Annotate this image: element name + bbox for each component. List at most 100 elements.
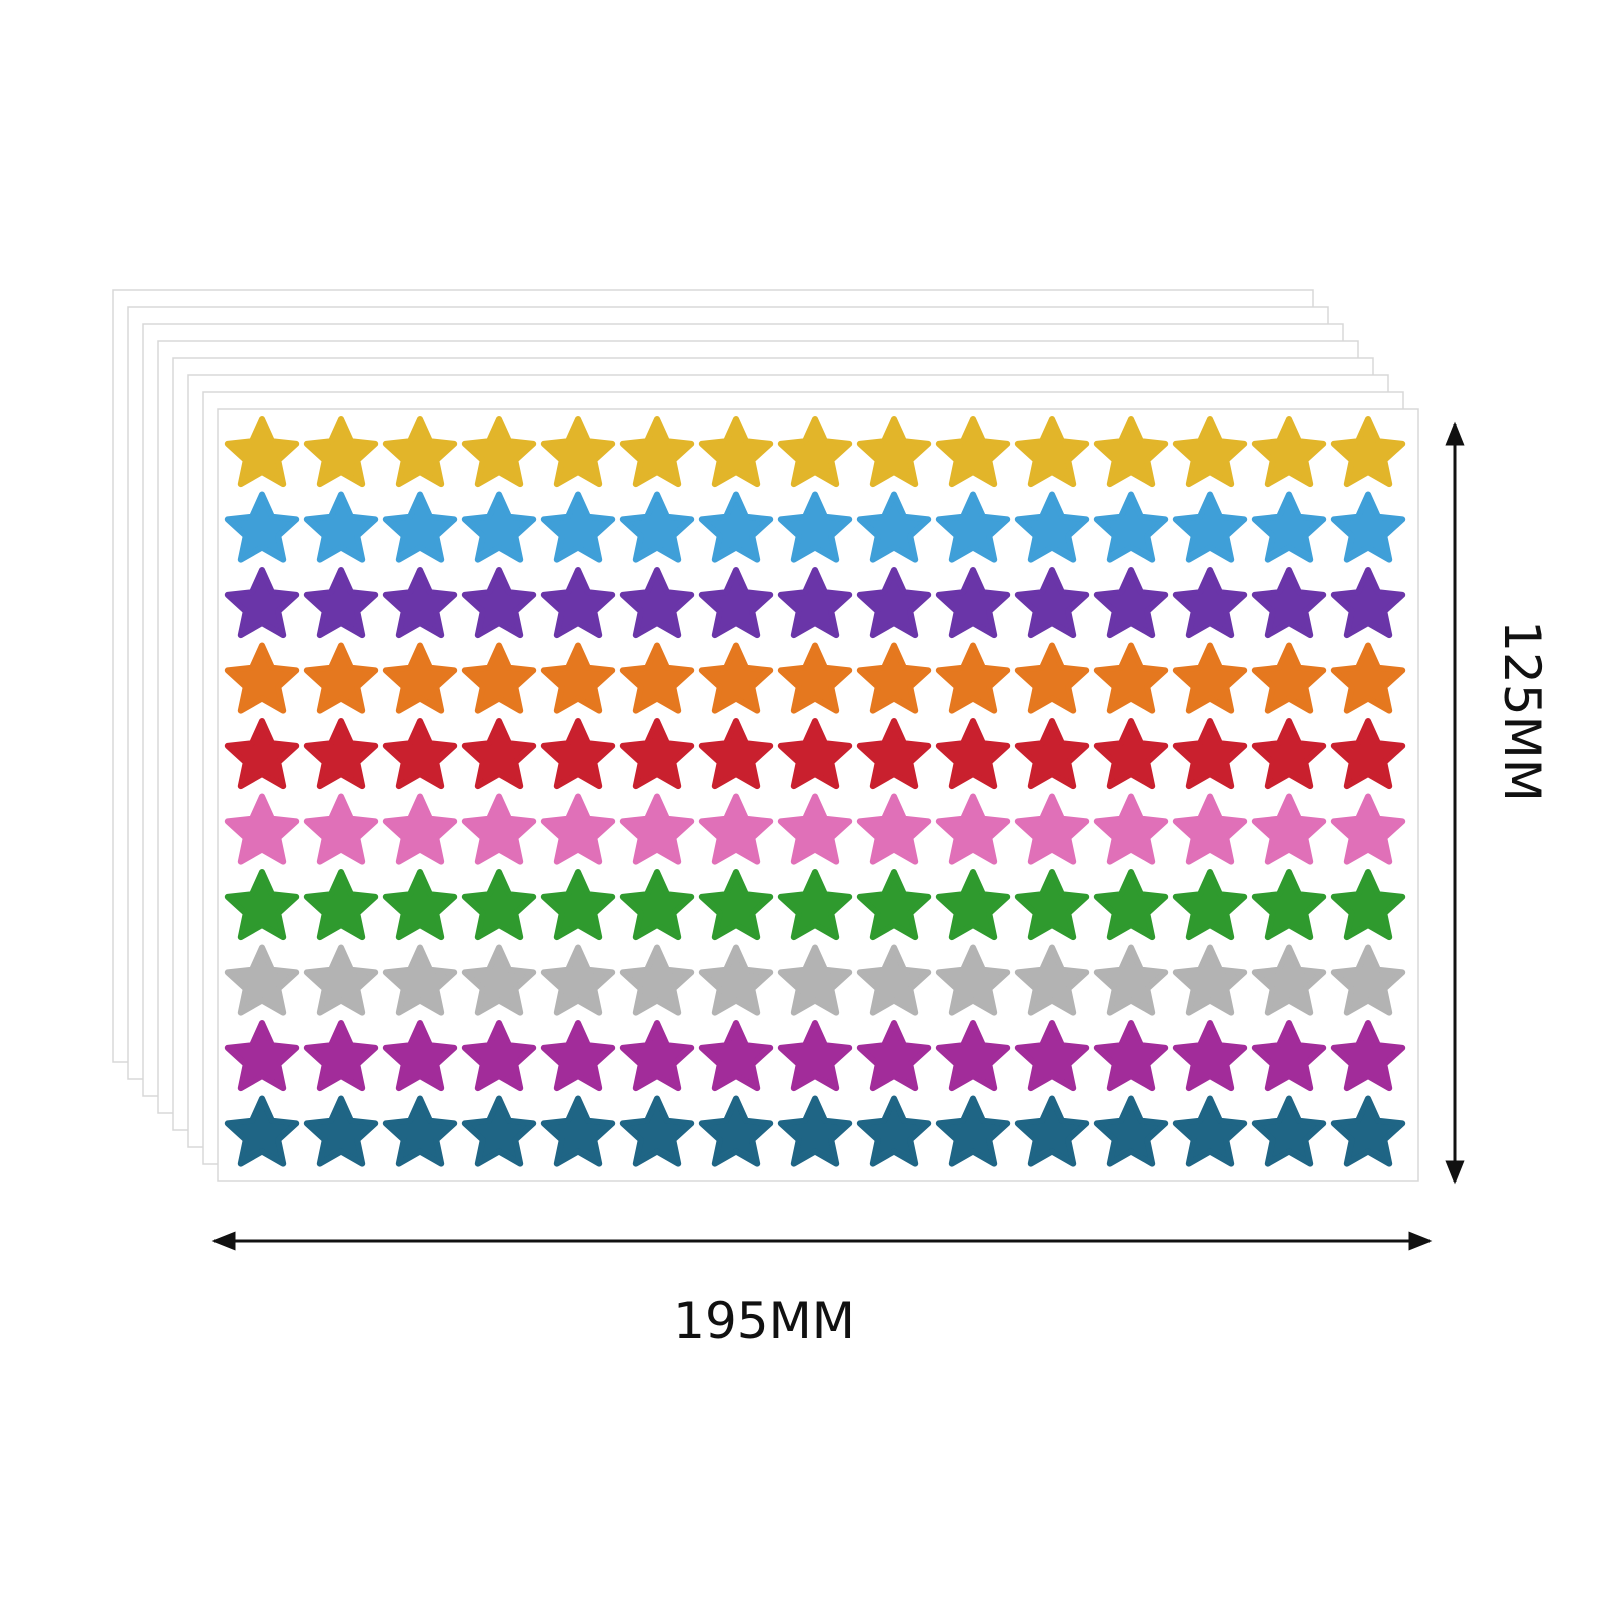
star-sticker bbox=[698, 491, 774, 563]
star-sticker bbox=[777, 491, 853, 563]
star-sticker bbox=[1251, 642, 1327, 714]
star-sticker bbox=[382, 869, 458, 941]
star-sticker bbox=[777, 869, 853, 941]
star-sticker bbox=[1172, 1020, 1248, 1092]
star-sticker bbox=[1251, 793, 1327, 865]
star-sticker bbox=[1330, 718, 1406, 790]
star-sticker bbox=[1093, 416, 1169, 488]
star-sticker bbox=[303, 1020, 379, 1092]
star-sticker bbox=[1093, 567, 1169, 639]
star-sticker bbox=[303, 1095, 379, 1167]
star-sticker bbox=[1093, 944, 1169, 1016]
star-sticker bbox=[698, 944, 774, 1016]
star-sticker bbox=[303, 869, 379, 941]
star-sticker bbox=[1093, 793, 1169, 865]
star-sticker bbox=[540, 869, 616, 941]
star-sticker bbox=[540, 1020, 616, 1092]
star-sticker bbox=[382, 1020, 458, 1092]
star-sticker bbox=[698, 416, 774, 488]
star-sticker bbox=[856, 567, 932, 639]
star-sticker bbox=[540, 944, 616, 1016]
star-sticker bbox=[461, 793, 537, 865]
star-sticker bbox=[935, 793, 1011, 865]
star-sticker bbox=[856, 944, 932, 1016]
star-sticker bbox=[1172, 718, 1248, 790]
star-sticker bbox=[461, 567, 537, 639]
star-sticker bbox=[856, 1020, 932, 1092]
star-sticker bbox=[382, 1095, 458, 1167]
star-sticker bbox=[303, 567, 379, 639]
star-sticker bbox=[382, 491, 458, 563]
star-sticker bbox=[1330, 1095, 1406, 1167]
star-sticker bbox=[856, 491, 932, 563]
star-sticker bbox=[303, 642, 379, 714]
star-sticker bbox=[777, 416, 853, 488]
star-sticker bbox=[1330, 491, 1406, 563]
star-sticker bbox=[698, 869, 774, 941]
star-sticker bbox=[619, 718, 695, 790]
star-sticker bbox=[1093, 1095, 1169, 1167]
star-sticker bbox=[698, 718, 774, 790]
star-sticker bbox=[1330, 642, 1406, 714]
star-sticker bbox=[856, 416, 932, 488]
star-sticker bbox=[777, 944, 853, 1016]
star-sticker bbox=[540, 416, 616, 488]
star-sticker bbox=[1251, 416, 1327, 488]
star-sticker bbox=[935, 567, 1011, 639]
star-sticker bbox=[1093, 642, 1169, 714]
star-sticker bbox=[303, 491, 379, 563]
star-sticker bbox=[935, 1095, 1011, 1167]
star-sticker bbox=[1093, 869, 1169, 941]
star-sticker bbox=[777, 567, 853, 639]
star-sticker bbox=[1251, 869, 1327, 941]
star-sticker bbox=[698, 1020, 774, 1092]
star-sticker bbox=[935, 718, 1011, 790]
star-sticker bbox=[461, 416, 537, 488]
star-sticker bbox=[935, 1020, 1011, 1092]
star-sticker bbox=[224, 416, 300, 488]
star-sticker bbox=[777, 642, 853, 714]
star-sticker bbox=[698, 642, 774, 714]
star-sticker bbox=[856, 718, 932, 790]
star-sticker bbox=[540, 491, 616, 563]
star-sticker bbox=[1172, 793, 1248, 865]
star-sticker bbox=[856, 793, 932, 865]
star-sticker bbox=[382, 642, 458, 714]
star-sticker bbox=[1172, 642, 1248, 714]
star-sticker bbox=[1172, 567, 1248, 639]
star-sticker bbox=[461, 1020, 537, 1092]
star-sticker bbox=[540, 718, 616, 790]
star-sticker bbox=[1330, 944, 1406, 1016]
star-sticker bbox=[303, 793, 379, 865]
star-sticker bbox=[224, 491, 300, 563]
star-sticker bbox=[1172, 869, 1248, 941]
star-sticker bbox=[1330, 1020, 1406, 1092]
star-sticker bbox=[856, 642, 932, 714]
star-sticker bbox=[777, 718, 853, 790]
star-sticker bbox=[303, 718, 379, 790]
star-sticker bbox=[540, 567, 616, 639]
star-sticker bbox=[1172, 416, 1248, 488]
star-sticker bbox=[540, 793, 616, 865]
star-sticker bbox=[619, 793, 695, 865]
star-sticker bbox=[619, 491, 695, 563]
star-sticker bbox=[224, 1095, 300, 1167]
star-sticker bbox=[935, 491, 1011, 563]
sticker-sheets bbox=[112, 289, 1419, 1182]
star-sticker bbox=[224, 1020, 300, 1092]
star-sticker bbox=[224, 718, 300, 790]
star-sticker bbox=[1172, 1095, 1248, 1167]
star-sticker bbox=[935, 869, 1011, 941]
star-sticker bbox=[777, 793, 853, 865]
sticker-sheet bbox=[217, 408, 1419, 1182]
star-sticker bbox=[1172, 491, 1248, 563]
width-label: 195MM bbox=[673, 1292, 855, 1350]
star-sticker bbox=[224, 944, 300, 1016]
star-sticker bbox=[382, 416, 458, 488]
star-sticker bbox=[1014, 944, 1090, 1016]
star-sticker bbox=[619, 1095, 695, 1167]
star-sticker bbox=[698, 1095, 774, 1167]
star-sticker bbox=[461, 642, 537, 714]
star-sticker bbox=[856, 869, 932, 941]
star-sticker bbox=[1251, 1020, 1327, 1092]
